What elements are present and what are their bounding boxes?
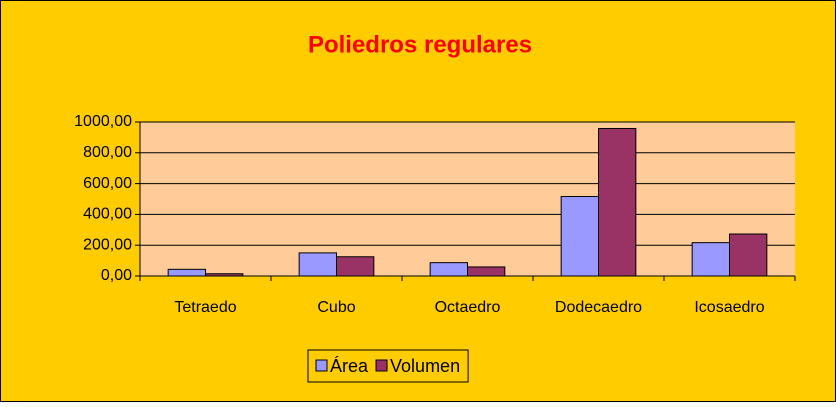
y-tick-label: 800,00 — [83, 144, 132, 161]
x-tick-label: Octaedro — [435, 299, 501, 316]
y-tick-label: 200,00 — [83, 236, 132, 253]
y-tick-label: 0,00 — [101, 267, 132, 284]
bar — [691, 242, 730, 277]
x-tick-label: Cubo — [317, 299, 355, 316]
y-tick-label: 600,00 — [83, 175, 132, 192]
bar — [467, 266, 506, 277]
x-tick-label: Dodecaedro — [555, 299, 642, 316]
x-tick-label: Tetraedo — [174, 299, 236, 316]
legend-swatch — [375, 359, 388, 372]
legend — [307, 349, 469, 383]
chart-title: Poliedros regulares — [308, 31, 532, 58]
plot-area — [140, 122, 795, 276]
bar — [429, 262, 469, 277]
y-tick-label: 1000,00 — [74, 113, 132, 130]
y-tick-label: 400,00 — [83, 206, 132, 223]
x-tick-label: Icosaedro — [694, 299, 764, 316]
bar — [298, 252, 338, 277]
bar — [729, 233, 768, 277]
legend-label: Área — [330, 356, 369, 376]
bar — [598, 127, 637, 277]
bar — [560, 196, 599, 277]
bar — [336, 256, 375, 277]
legend-label: Volumen — [390, 356, 460, 376]
bar — [167, 268, 206, 277]
legend-swatch — [315, 359, 328, 372]
